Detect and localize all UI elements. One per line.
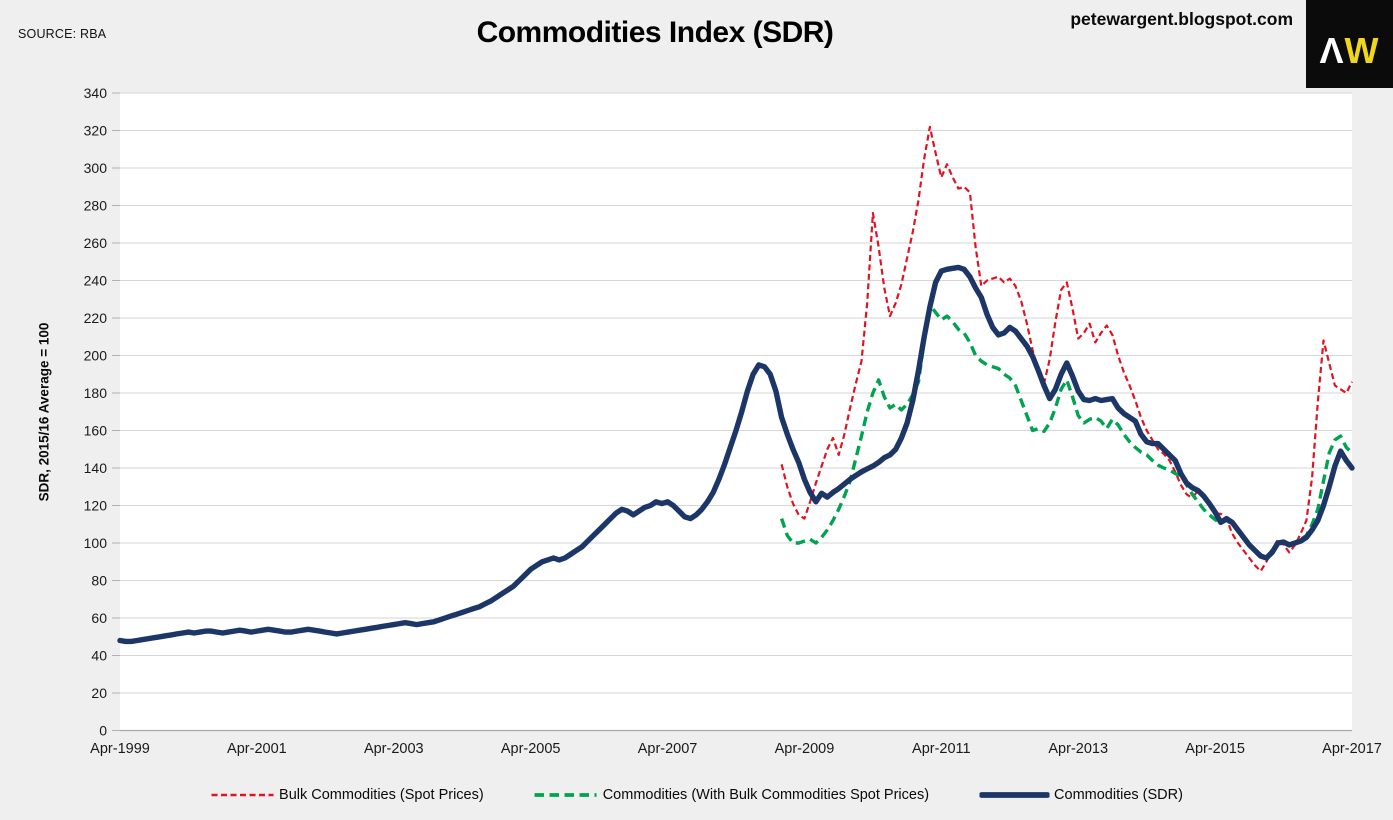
legend-label-commodities-with-spot: Commodities (With Bulk Commodities Spot … [602,787,930,803]
plot-area [120,93,1352,731]
y-tick-label: 40 [91,648,107,664]
x-tick-label: Apr-2003 [364,741,424,757]
y-tick-label: 80 [91,573,107,589]
y-tick-label: 200 [84,348,108,364]
x-tick-label: Apr-2007 [638,741,698,757]
x-tick-label: Apr-2009 [775,741,835,757]
y-tick-label: 100 [84,535,108,551]
chart-legend: Bulk Commodities (Spot Prices) Commoditi… [210,787,1183,803]
legend-swatch-commodities-with-spot [534,793,597,797]
logo-w-glyph: W [1344,30,1380,71]
y-tick-label: 240 [84,273,108,289]
logo-caret-glyph: Λ [1319,30,1345,71]
y-tick-label: 60 [91,610,107,626]
legend-item-bulk-commodities: Bulk Commodities (Spot Prices) [210,787,484,803]
y-tick-label: 220 [84,310,108,326]
y-tick-label: 140 [84,460,108,476]
legend-swatch-commodities-sdr [979,792,1050,798]
legend-swatch-bulk-commodities [211,793,274,797]
x-tick-label: Apr-2017 [1322,741,1382,757]
page-title: Commodities Index (SDR) [476,16,834,49]
y-tick-label: 20 [91,685,107,701]
legend-label-bulk-commodities: Bulk Commodities (Spot Prices) [279,787,484,803]
x-tick-label: Apr-2013 [1048,741,1108,757]
y-tick-label: 160 [84,423,108,439]
legend-item-commodities-with-spot: Commodities (With Bulk Commodities Spot … [534,787,929,803]
series-line-0 [780,125,1353,573]
source-note: SOURCE: RBA [18,27,107,41]
y-tick-label: 320 [84,123,108,139]
x-tick-label: Apr-1999 [90,741,150,757]
x-tick-label: Apr-2001 [227,741,287,757]
series-line-2 [117,264,1355,645]
y-tick-label: 180 [84,385,108,401]
x-tick-label: Apr-2011 [912,741,971,757]
y-tick-label: 340 [84,85,108,101]
x-tick-label: Apr-2015 [1185,741,1245,757]
x-tick-label: Apr-2005 [501,741,561,757]
y-tick-label: 0 [99,723,107,739]
site-url: petewargent.blogspot.com [1070,9,1293,29]
y-tick-label: 260 [84,235,108,251]
legend-item-commodities-sdr: Commodities (SDR) [979,787,1183,803]
legend-label-commodities-sdr: Commodities (SDR) [1054,787,1183,803]
y-tick-label: 120 [84,498,108,514]
y-tick-label: 280 [84,198,108,214]
y-tick-label: 300 [84,160,108,176]
